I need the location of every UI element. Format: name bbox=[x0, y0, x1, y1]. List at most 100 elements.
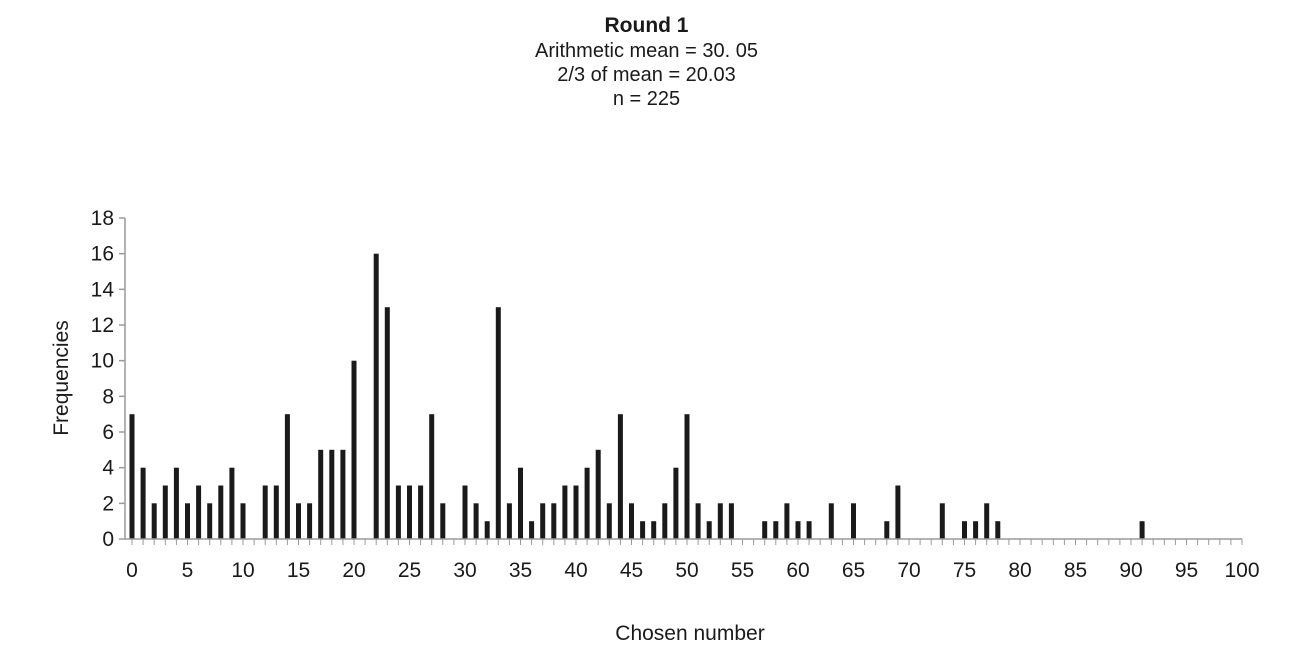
bar-25 bbox=[407, 485, 412, 539]
bar-6 bbox=[196, 485, 202, 539]
bar-39 bbox=[562, 485, 568, 539]
bar-65 bbox=[851, 503, 856, 539]
bar-43 bbox=[606, 503, 612, 539]
bar-23 bbox=[384, 307, 390, 539]
bar-10 bbox=[240, 503, 246, 539]
chart-subtitle-mean: Arithmetic mean = 30. 05 bbox=[535, 40, 758, 62]
bar-41 bbox=[584, 467, 590, 539]
bar-31 bbox=[473, 503, 479, 539]
bar-77 bbox=[984, 503, 990, 539]
x-tick-label: 60 bbox=[786, 559, 809, 582]
bar-73 bbox=[939, 503, 945, 539]
y-tick-label: 16 bbox=[91, 243, 114, 266]
bar-68 bbox=[884, 521, 890, 539]
bar-12 bbox=[262, 485, 268, 539]
bar-57 bbox=[762, 521, 768, 539]
x-tick-label: 5 bbox=[182, 559, 194, 582]
x-tick-label: 20 bbox=[342, 559, 365, 582]
bar-47 bbox=[651, 521, 657, 539]
x-tick-label: 70 bbox=[897, 559, 920, 582]
axes-group bbox=[119, 217, 1243, 545]
x-tick-label: 75 bbox=[953, 559, 976, 582]
bar-61 bbox=[806, 521, 812, 539]
bar-0 bbox=[129, 414, 135, 539]
bar-69 bbox=[895, 485, 901, 539]
bar-91 bbox=[1139, 521, 1145, 539]
x-tick-label: 100 bbox=[1224, 559, 1259, 582]
bar-19 bbox=[340, 449, 346, 539]
bar-60 bbox=[795, 521, 801, 539]
bar-34 bbox=[506, 503, 512, 539]
bar-54 bbox=[728, 503, 734, 539]
x-tick-label: 50 bbox=[675, 559, 698, 582]
x-tick-label: 40 bbox=[564, 559, 587, 582]
y-tick-label: 0 bbox=[102, 528, 114, 551]
bar-52 bbox=[706, 521, 712, 539]
x-tick-label: 30 bbox=[453, 559, 476, 582]
bar-26 bbox=[418, 485, 424, 539]
bar-44 bbox=[617, 414, 623, 539]
y-tick-label: 4 bbox=[102, 457, 114, 480]
bar-42 bbox=[595, 449, 601, 539]
x-tick-label: 45 bbox=[620, 559, 643, 582]
bar-8 bbox=[218, 485, 224, 539]
bar-59 bbox=[784, 503, 790, 539]
bar-48 bbox=[662, 503, 668, 539]
bar-4 bbox=[173, 467, 179, 539]
bar-33 bbox=[495, 307, 501, 539]
bar-36 bbox=[529, 521, 535, 539]
bar-78 bbox=[995, 521, 1001, 539]
y-tick-label: 2 bbox=[102, 492, 114, 515]
bar-32 bbox=[484, 521, 490, 539]
y-axis-title: Frequencies bbox=[50, 320, 73, 436]
y-tick-label: 18 bbox=[91, 207, 114, 230]
x-tick-label: 35 bbox=[509, 559, 532, 582]
bar-76 bbox=[973, 521, 979, 539]
bar-5 bbox=[185, 503, 190, 539]
bar-51 bbox=[695, 503, 701, 539]
y-tick-label: 12 bbox=[91, 314, 114, 337]
chart-title: Round 1 bbox=[604, 14, 689, 37]
bar-30 bbox=[462, 485, 468, 539]
y-tick-label: 8 bbox=[102, 385, 114, 408]
bar-37 bbox=[540, 503, 546, 539]
bar-9 bbox=[229, 467, 235, 539]
y-tick-label: 10 bbox=[91, 350, 114, 373]
bar-22 bbox=[373, 253, 379, 539]
bar-38 bbox=[551, 503, 557, 539]
x-tick-label: 90 bbox=[1119, 559, 1142, 582]
bar-20 bbox=[351, 360, 357, 539]
x-axis-title: Chosen number bbox=[615, 622, 764, 645]
bar-63 bbox=[828, 503, 834, 539]
x-tick-label: 65 bbox=[842, 559, 865, 582]
bar-1 bbox=[140, 467, 146, 539]
x-tick-label: 95 bbox=[1175, 559, 1198, 582]
x-tick-label: 55 bbox=[731, 559, 754, 582]
bar-53 bbox=[717, 503, 723, 539]
bar-13 bbox=[273, 485, 279, 539]
bar-49 bbox=[673, 467, 679, 539]
x-tick-label: 15 bbox=[287, 559, 310, 582]
bar-75 bbox=[962, 521, 967, 539]
y-tick-label: 14 bbox=[91, 278, 115, 301]
chart-subtitle-two-thirds: 2/3 of mean = 20.03 bbox=[557, 64, 736, 86]
bar-15 bbox=[296, 503, 301, 539]
bar-50 bbox=[684, 414, 690, 539]
bar-46 bbox=[640, 521, 646, 539]
y-tick-label: 6 bbox=[102, 421, 114, 444]
bar-28 bbox=[440, 503, 446, 539]
x-tick-label: 10 bbox=[231, 559, 254, 582]
tick-labels-group: 0 5 10 15 20 25 30 35 40 45 50 55 60 65 70 75 80 85 90 95 10… bbox=[91, 207, 1260, 582]
bars-group bbox=[129, 253, 1145, 539]
bar-35 bbox=[518, 467, 523, 539]
bar-40 bbox=[573, 485, 579, 539]
bar-24 bbox=[395, 485, 401, 539]
bar-58 bbox=[773, 521, 779, 539]
bar-2 bbox=[151, 503, 157, 539]
bar-16 bbox=[307, 503, 313, 539]
bar-27 bbox=[429, 414, 435, 539]
x-tick-label: 25 bbox=[398, 559, 421, 582]
bar-14 bbox=[284, 414, 290, 539]
chart-subtitle-n: n = 225 bbox=[612, 88, 681, 110]
